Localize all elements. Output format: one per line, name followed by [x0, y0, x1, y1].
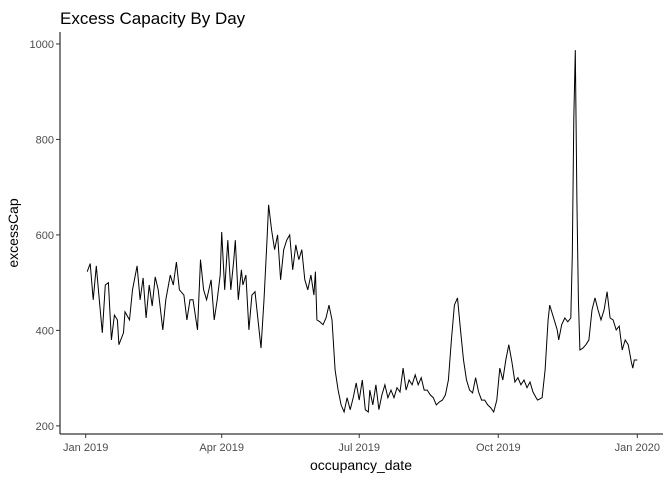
x-tick-label: Jan 2020 [615, 442, 660, 454]
y-tick-label: 200 [36, 421, 54, 433]
y-tick-label: 1000 [30, 39, 54, 51]
x-tick-label: Apr 2019 [199, 442, 244, 454]
x-tick-label: Oct 2019 [476, 442, 521, 454]
x-axis-label: occupancy_date [310, 457, 412, 473]
x-tick-label: Jul 2019 [338, 442, 380, 454]
y-tick-label: 400 [36, 325, 54, 337]
data-line [86, 50, 638, 414]
x-tick-label: Jan 2019 [63, 442, 108, 454]
chart-title: Excess Capacity By Day [60, 9, 246, 28]
y-tick-label: 600 [36, 230, 54, 242]
y-tick-label: 800 [36, 134, 54, 146]
y-axis-label: excessCap [5, 198, 21, 267]
